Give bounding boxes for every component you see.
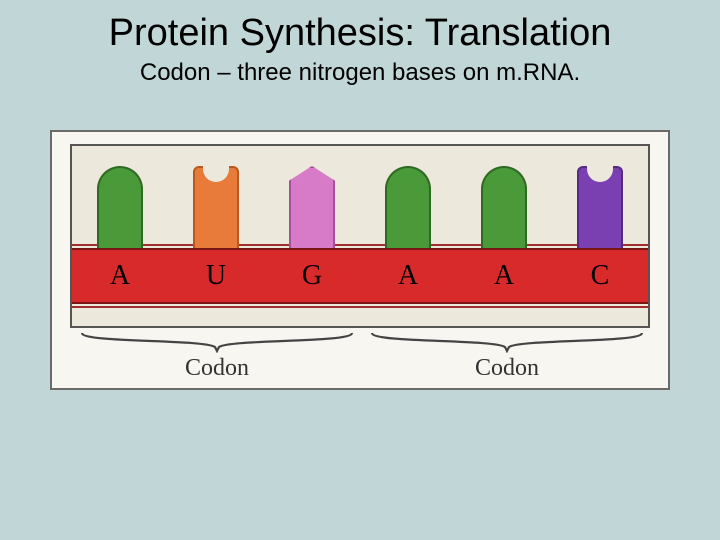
- base-shape-cell: [168, 146, 264, 248]
- base-shape-g: [289, 166, 335, 248]
- codon-brace: Codon: [80, 331, 354, 382]
- base-shape-u: [193, 166, 239, 248]
- base-letter: U: [168, 248, 264, 304]
- base-shape-a: [97, 166, 143, 248]
- diagram-panel: AUGAAC Codon Codon: [50, 130, 670, 390]
- base-shape-cell: [360, 146, 456, 248]
- strip-bottom-accent: [72, 306, 648, 308]
- base-shapes-row: [72, 146, 648, 248]
- base-letters-row: AUGAAC: [72, 248, 648, 304]
- base-shape-cell: [456, 146, 552, 248]
- base-shape-a: [385, 166, 431, 248]
- base-shape-cell: [264, 146, 360, 248]
- codon-label: Codon: [185, 355, 249, 382]
- base-letter: A: [456, 248, 552, 304]
- base-letter: G: [264, 248, 360, 304]
- base-shape-c: [577, 166, 623, 248]
- diagram-inner-frame: AUGAAC: [70, 144, 650, 328]
- base-letter: A: [360, 248, 456, 304]
- base-letter: C: [552, 248, 648, 304]
- page-subtitle: Codon – three nitrogen bases on m.RNA.: [0, 55, 720, 87]
- base-letter: A: [72, 248, 168, 304]
- base-shape-cell: [552, 146, 648, 248]
- base-shape-a: [481, 166, 527, 248]
- base-shape-cell: [72, 146, 168, 248]
- codon-label: Codon: [475, 355, 539, 382]
- page-title: Protein Synthesis: Translation: [0, 0, 720, 55]
- codon-brace: Codon: [370, 331, 644, 382]
